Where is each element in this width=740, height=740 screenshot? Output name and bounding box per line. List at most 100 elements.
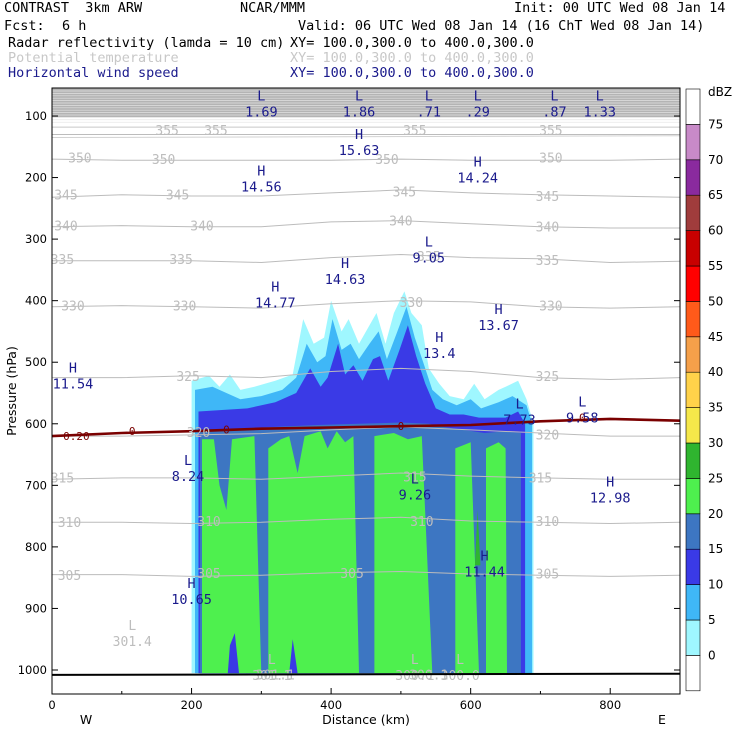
theta-contour-label: 305 [536, 568, 559, 583]
colorbar-swatch [685, 301, 701, 338]
y-tick-label: 800 [25, 540, 47, 554]
wind-extremum-value: 9.26 [399, 487, 432, 503]
wind-extremum-value: 9.58 [566, 411, 599, 427]
theta-contour-label: 355 [204, 124, 227, 139]
field-name-wind-speed: Horizontal wind speed [8, 65, 179, 81]
wind-extremum-marker: H [341, 256, 349, 272]
colorbar-level: 25 [708, 471, 723, 485]
theta-contour-label: 305 [197, 567, 220, 582]
theta-extremum-marker: L [456, 653, 464, 668]
colorbar-level: 40 [708, 365, 723, 379]
theta-contour-label: 350 [375, 153, 398, 168]
colorbar-swatch [685, 371, 701, 408]
wind-extremum-marker: H [355, 127, 363, 143]
wind-extremum-value: 14.56 [241, 180, 282, 196]
theta-contour-label: 330 [400, 296, 423, 311]
wind-extremum-value: 1.86 [343, 105, 376, 121]
field-xy-wind-speed: XY= 100.0,300.0 to 400.0,300.0 [290, 65, 534, 81]
theta-contour-label: 350 [68, 152, 91, 167]
reflectivity-15dbz [289, 639, 298, 674]
colorbar-swatch [685, 513, 701, 550]
wind-extremum-value: 13.4 [423, 346, 456, 362]
field-xy-potential-temperature: XY= 100.0,300.0 to 400.0,300.0 [290, 50, 534, 66]
wind-zero-label: 0 [129, 425, 136, 438]
wind-extremum-marker: L [425, 235, 433, 251]
theta-contour [52, 367, 680, 381]
theta-contour-label: 345 [536, 190, 559, 205]
theta-contour-label: 301.1 [256, 669, 295, 684]
field-xy-reflectivity: XY= 100.0,300.0 to 400.0,300.0 [290, 35, 534, 51]
wind-extremum-marker: L [596, 89, 604, 105]
potential-temperature-contours [52, 134, 680, 577]
wind-extremum-marker: H [69, 361, 77, 377]
colorbar-level: 70 [708, 153, 723, 167]
colorbar-swatch [685, 124, 701, 161]
forecast-label: Fcst: [4, 18, 45, 34]
theta-contour-label: 310 [410, 515, 433, 530]
colorbar-swatch [685, 336, 701, 373]
wind-extremum-marker: L [474, 89, 482, 105]
west-label: W [80, 712, 92, 727]
y-tick-label: 700 [25, 478, 47, 492]
wind-extremum-marker: H [257, 164, 265, 180]
theta-contour-label: 340 [54, 219, 77, 234]
org-name: NCAR/MMM [240, 0, 306, 16]
colorbar: 0 5 10 15 20 25 30 35 40 45 50 55 60 65 70 75 dBZ [685, 85, 732, 692]
colorbar-level: 50 [708, 294, 723, 308]
wind-extremum-value: 8.24 [172, 469, 205, 485]
wind-extremum-value: 14.63 [325, 272, 366, 288]
ground-line [51, 672, 681, 676]
wind-extremum-marker: L [578, 395, 586, 411]
wind-extremum-marker: L [355, 89, 363, 105]
theta-contour [52, 472, 680, 480]
theta-contour-label: 325 [536, 370, 559, 385]
wind-extremum-value: 13.67 [478, 318, 519, 334]
colorbar-swatch [685, 194, 701, 231]
colorbar-level: 0 [708, 648, 716, 662]
wind-extremum-value: 9.05 [413, 251, 446, 267]
theta-contour-label: 335 [169, 253, 192, 268]
y-tick-label: 500 [25, 355, 47, 369]
upper-theta-line [52, 135, 680, 139]
theta-contour-label: 310 [536, 515, 559, 530]
colorbar-swatch [685, 478, 701, 515]
model-name: CONTRAST 3km ARW [4, 0, 143, 16]
y-tick-label: 300 [25, 232, 47, 246]
colorbar-level: 10 [708, 578, 723, 592]
wind-zero-label: 0 [223, 423, 230, 436]
theta-contour-label: 355 [403, 124, 426, 139]
theta-extremum-value: 300.1 [395, 669, 434, 684]
wind-extremum-marker: L [184, 453, 192, 469]
theta-contour-label: 330 [173, 299, 196, 314]
reflectivity-field [52, 88, 680, 674]
theta-contour-label: 345 [166, 189, 189, 204]
wind-extremum-marker: L [515, 396, 523, 412]
y-tick-label: 1000 [18, 663, 47, 677]
field-name-reflectivity: Radar reflectivity (lamda = 10 cm) [8, 35, 285, 51]
wind-extremum-value: 10.65 [171, 592, 212, 608]
reflectivity-25dbz [268, 431, 359, 674]
wind-extremum-marker: H [474, 154, 482, 170]
wind-zero-label: 0 [398, 420, 405, 433]
theta-contour [52, 300, 680, 309]
theta-contour-label: 305 [340, 567, 363, 582]
theta-contour [52, 220, 680, 229]
reflectivity-25dbz [202, 436, 262, 674]
colorbar-swatch [685, 584, 701, 621]
reflectivity-25dbz [455, 442, 479, 674]
theta-contour-label: 310 [197, 515, 220, 530]
theta-contour-label: 315 [51, 472, 74, 487]
theta-contour-label: 335 [417, 250, 440, 265]
reflectivity-25dbz [486, 442, 507, 674]
y-tick-label: 100 [25, 109, 47, 123]
theta-contour-label: 320 [536, 429, 559, 444]
wind-extremum-value: .71 [417, 105, 441, 121]
theta-contour-label: 355 [539, 124, 562, 139]
theta-contour-label: 350 [152, 153, 175, 168]
theta-contour-label: 345 [393, 185, 416, 200]
colorbar-level: 65 [708, 188, 723, 202]
theta-contour-label: 335 [51, 253, 74, 268]
wind-extremum-marker: H [271, 279, 279, 295]
colorbar-swatch [685, 442, 701, 479]
